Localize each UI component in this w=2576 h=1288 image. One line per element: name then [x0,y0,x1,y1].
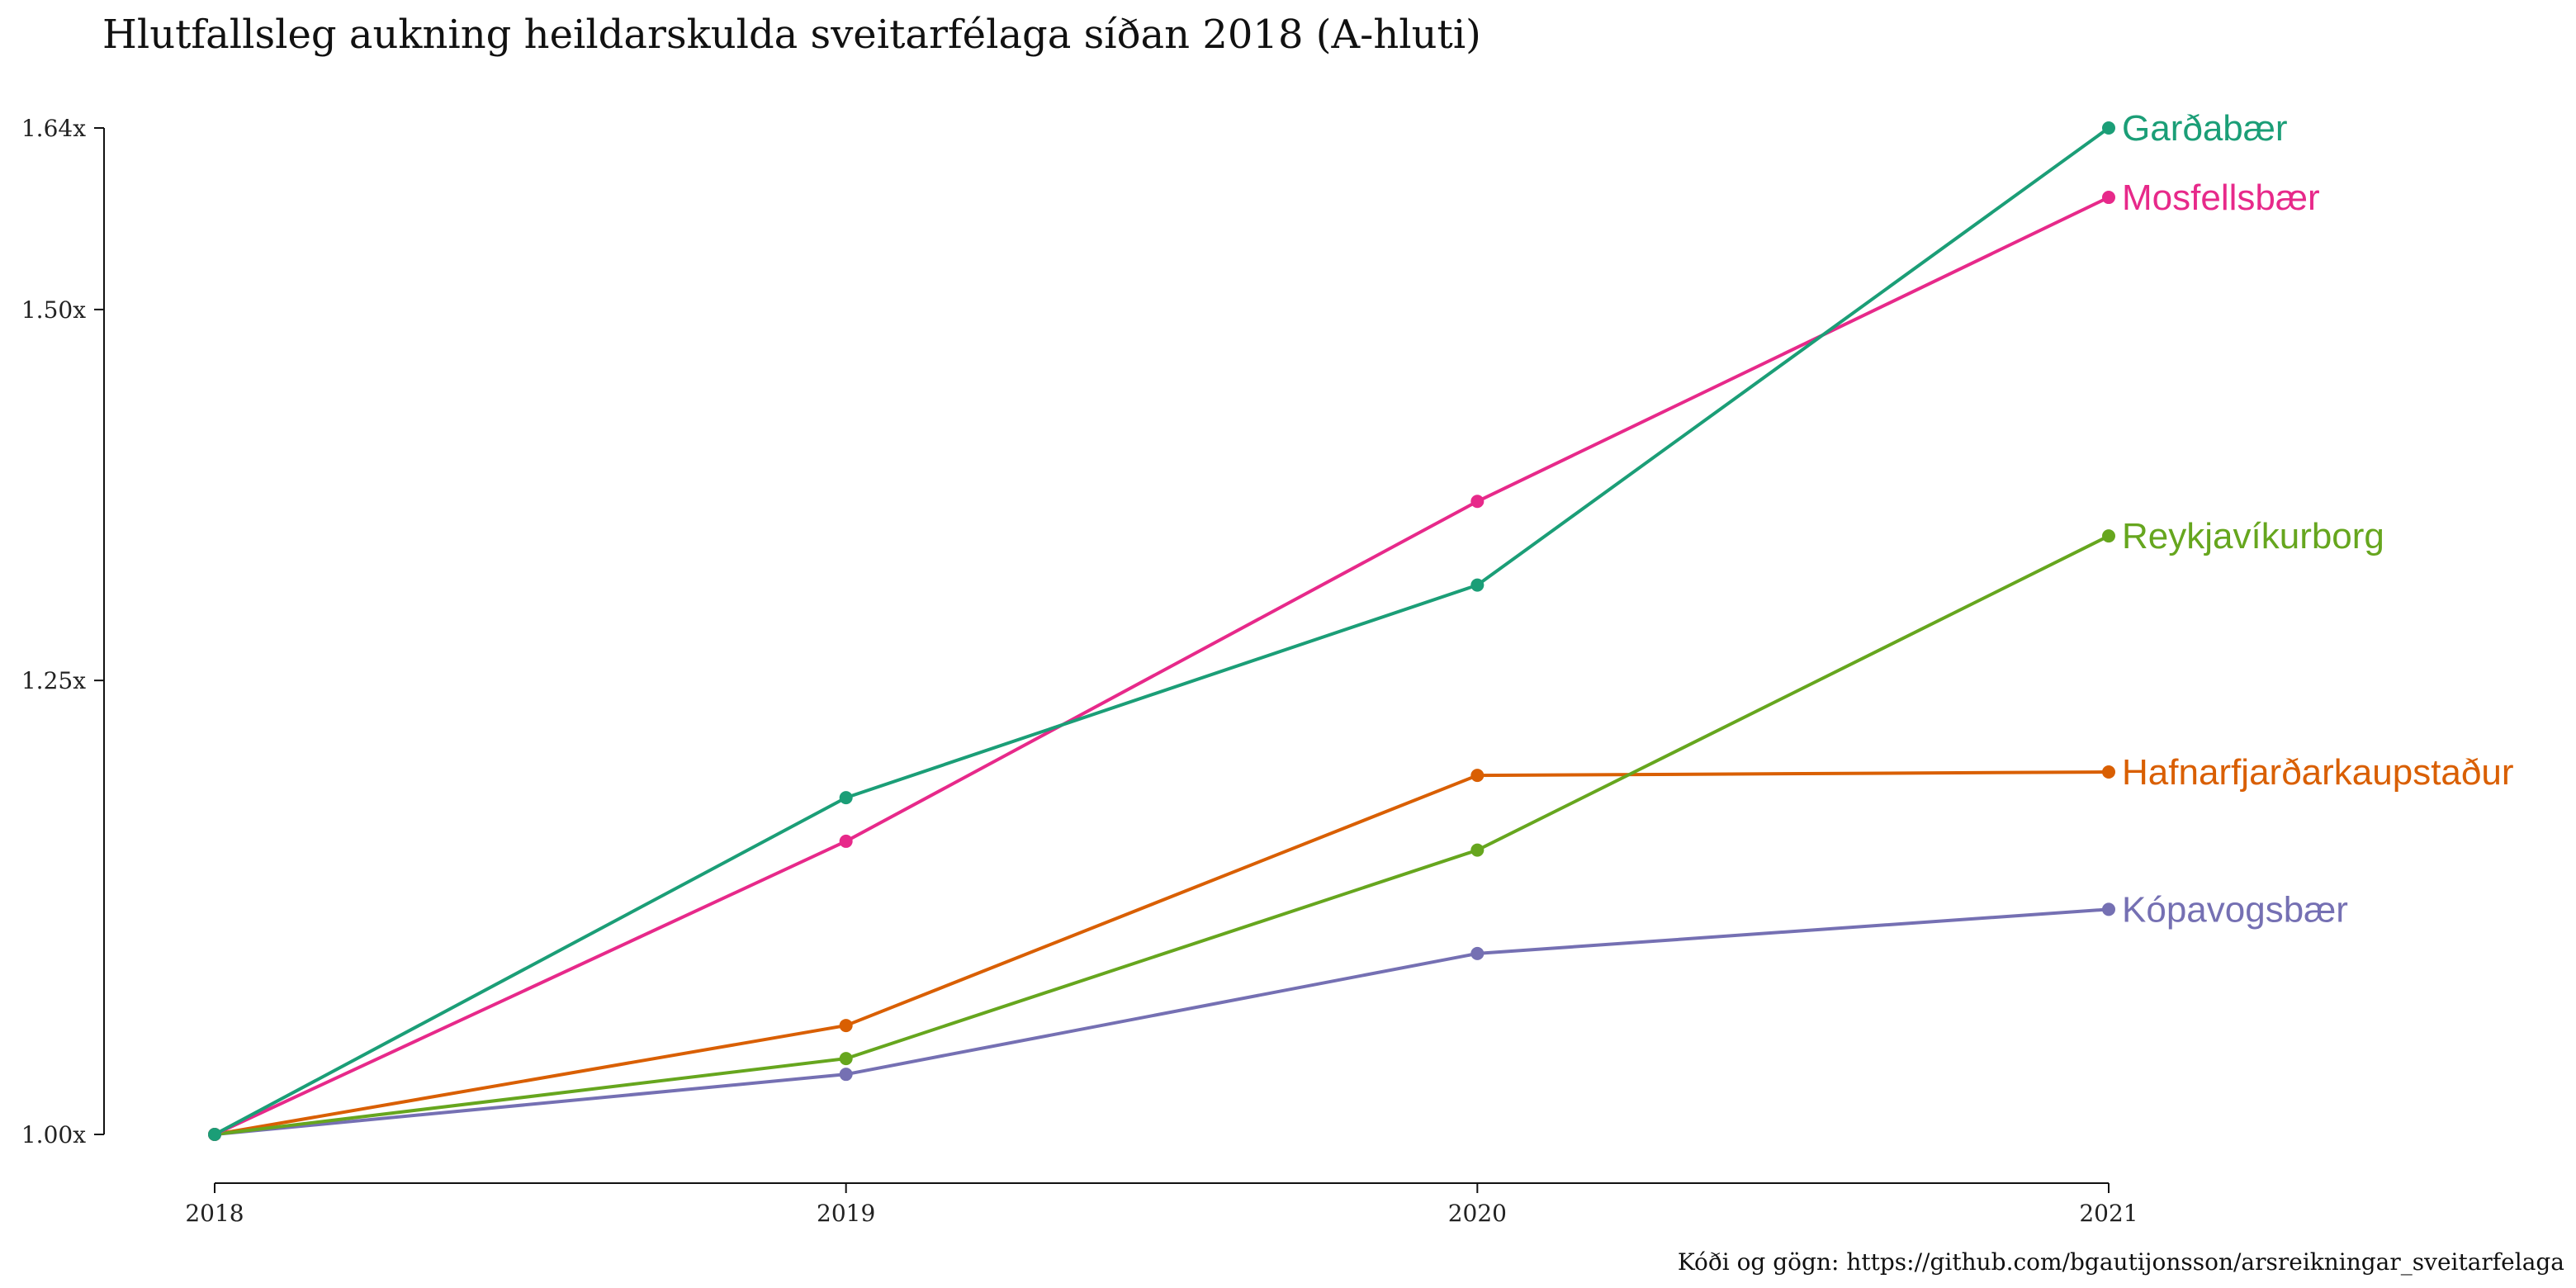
x-tick-label: 2020 [1448,1200,1507,1227]
series-line [213,196,2110,1136]
data-point [2102,121,2115,135]
x-tick-label: 2019 [817,1200,875,1227]
series-label: Mosfellsbær [2122,178,2320,218]
series-line [213,907,2110,1136]
data-point [2102,765,2115,779]
data-point [208,1128,221,1141]
data-point [839,1068,853,1082]
data-point [839,834,853,848]
axes: 1.00x 1.25x 1.50x 1.64x 2018 2019 2020 2021 [21,115,2138,1227]
data-point [2102,529,2115,543]
data-point [1470,946,1485,960]
series-label: Kópavogsbær [2122,889,2348,930]
chart-title: Hlutfallsleg aukning heildarskulda sveit… [102,12,1481,58]
series-line [213,126,2110,1136]
data-point [839,791,853,805]
data-point [1470,769,1485,783]
x-tick-label: 2018 [185,1200,244,1227]
data-point [839,1052,853,1066]
series-labels: Kópavogsbær Hafnarfjarðarkaupstaður Reykja… [2122,108,2513,930]
y-tick-label: 1.64x [21,115,86,142]
y-tick-label: 1.50x [21,296,86,324]
data-point [1470,578,1485,592]
x-tick-label: 2021 [2079,1200,2138,1227]
data-point [1470,495,1485,509]
series-reykjavi-kurborg [208,529,2115,1141]
y-tick-label: 1.25x [21,667,86,694]
data-point [2102,191,2115,205]
series-label: Reykjavíkurborg [2122,516,2384,556]
series-mosfellsb-r [208,191,2115,1141]
series-layer [208,121,2115,1141]
series-ko-pavogsb-r [208,902,2115,1141]
series-line [213,534,2110,1136]
chart-caption: Kóði og gögn: https://github.com/bgautij… [1678,1248,2564,1276]
data-point [839,1019,853,1033]
series-line [213,770,2110,1136]
series-label: Garðabær [2122,108,2288,149]
series-gar-ab-r [208,121,2115,1141]
series-label: Hafnarfjarðarkaupstaður [2122,752,2513,793]
data-point [2102,902,2115,916]
y-tick-label: 1.00x [21,1121,86,1148]
data-point [1470,843,1485,857]
